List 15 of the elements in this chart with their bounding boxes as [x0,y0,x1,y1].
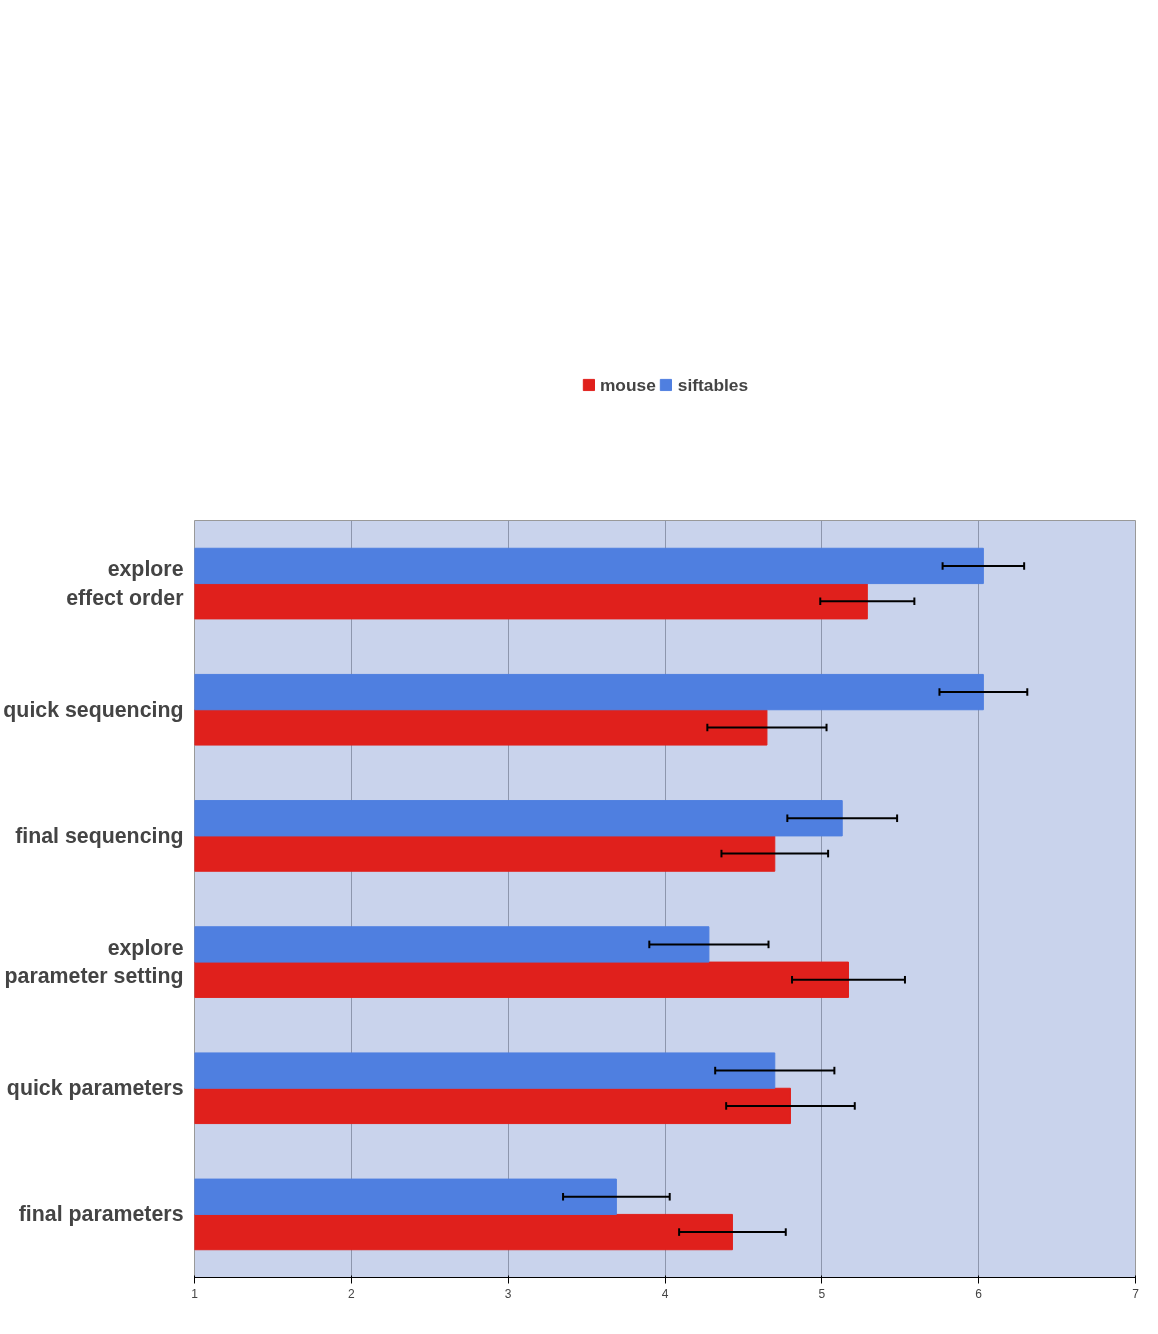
x-tick-label: 4 [661,1286,669,1301]
x-tick-label: 6 [975,1286,983,1301]
y-tick-label: quick sequencing [3,697,184,722]
x-tick-label: 1 [191,1286,199,1301]
legend-label: siftables [677,374,749,396]
x-tick-label: 3 [504,1286,512,1301]
legend-label: mouse [599,374,656,396]
x-tick-label: 5 [818,1286,826,1301]
y-tick-label: final parameters [18,1202,184,1227]
x-tick-label: 2 [348,1286,355,1301]
x-tick-label: 7 [1132,1286,1140,1301]
y-tick-label: quick parameters [6,1076,184,1101]
y-tick-label: explore parameter setting [4,935,184,989]
y-tick-label: explore effect order [66,557,184,610]
y-tick-label: final sequencing [15,823,184,848]
